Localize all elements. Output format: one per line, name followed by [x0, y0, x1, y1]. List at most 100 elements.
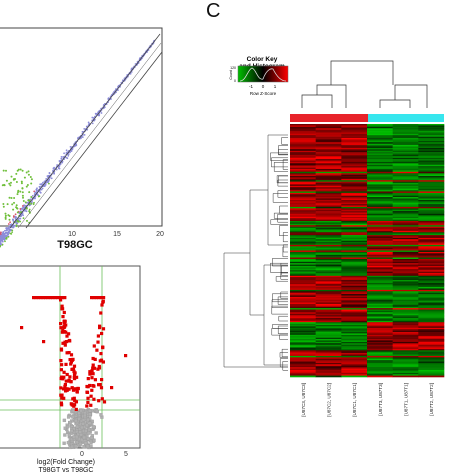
heatmap-cell	[418, 375, 445, 378]
heatmap-cell	[418, 295, 445, 298]
heatmap-cell	[290, 164, 316, 167]
heatmap-cell	[341, 190, 368, 192]
heatmap-cell	[367, 183, 393, 185]
heatmap-cell	[367, 288, 393, 291]
volcano-point	[69, 362, 73, 366]
scatter-point	[65, 149, 68, 152]
heatmap-cell	[367, 250, 393, 253]
heatmap-cell	[367, 147, 393, 150]
heatmap-cell	[367, 285, 393, 288]
column-label: [U87C1, U87C1]	[352, 383, 357, 417]
heatmap-cell	[315, 143, 342, 146]
heatmap-cell	[341, 198, 368, 201]
volcano-point	[100, 397, 104, 401]
heatmap-cell	[290, 354, 316, 357]
heatmap-cell	[367, 125, 393, 128]
row-dendrogram-branch	[279, 352, 288, 358]
volcano-point	[78, 430, 82, 434]
heatmap-cell	[392, 226, 419, 229]
heatmap-cell	[290, 205, 316, 208]
heatmap-cell	[341, 257, 368, 260]
heatmap-cell	[392, 326, 419, 329]
heatmap-cell	[418, 167, 445, 170]
heatmap-cell	[418, 327, 445, 330]
volcano-point	[94, 296, 98, 300]
heatmap-cell	[392, 178, 419, 181]
volcano-point	[68, 420, 72, 425]
heatmap-cell	[315, 213, 342, 216]
scatter-point	[62, 156, 65, 158]
heatmap-cell	[315, 288, 342, 291]
volcano-point	[90, 388, 94, 392]
scatter-point	[5, 238, 8, 240]
heatmap-cell	[418, 351, 445, 354]
scatter-point	[25, 210, 28, 213]
heatmap-cell	[392, 315, 419, 317]
heatmap-cell	[418, 278, 445, 281]
volcano-point	[99, 358, 104, 362]
heatmap-cell	[315, 206, 342, 209]
scatter-point	[115, 88, 117, 90]
heatmap-cell	[290, 350, 316, 352]
scatter-point	[28, 191, 31, 194]
heatmap-cell	[341, 308, 368, 310]
heatmap-cell	[418, 202, 445, 205]
heatmap-cell	[290, 244, 316, 247]
heatmap-cell	[367, 374, 393, 376]
heatmap-cell	[392, 190, 419, 192]
heatmap-cell	[392, 344, 419, 347]
heatmap-cell	[315, 354, 342, 357]
scatter-point	[53, 172, 55, 175]
heatmap-cell	[290, 240, 316, 243]
heatmap-cell	[290, 346, 316, 348]
heatmap-cell	[418, 235, 445, 237]
scatter-point	[7, 223, 10, 225]
heatmap-cell	[418, 320, 445, 323]
heatmap-cell	[367, 246, 393, 248]
volcano-point	[73, 387, 77, 391]
heatmap-cell	[392, 371, 419, 374]
heatmap-cell	[392, 198, 419, 201]
heatmap-cell	[315, 367, 342, 369]
volcano-point	[88, 412, 92, 416]
heatmap-cell	[341, 302, 368, 305]
heatmap-cell	[290, 216, 316, 219]
heatmap-cell	[418, 372, 445, 375]
heatmap-cell	[367, 354, 393, 357]
heatmap-cell	[290, 147, 316, 150]
volcano-point	[92, 438, 96, 443]
heatmap-cell	[392, 309, 419, 312]
heatmap-cell	[341, 154, 368, 157]
volcano-point	[65, 424, 70, 429]
column-label: [U87C2, U87C2]	[327, 383, 332, 417]
heatmap-cell	[392, 154, 419, 157]
heatmap-cell	[367, 219, 393, 222]
heatmap-cell	[367, 369, 393, 372]
scatter-point	[15, 181, 18, 183]
scatter-point	[4, 216, 7, 219]
heatmap-cell	[418, 309, 445, 312]
heatmap-cell	[367, 333, 393, 336]
heatmap-cell	[392, 319, 419, 322]
volcano-point	[60, 375, 64, 379]
heatmap-cell	[418, 329, 445, 331]
heatmap-cell	[418, 256, 445, 258]
row-dendrogram-branch	[279, 358, 288, 368]
scatter-point	[26, 184, 29, 186]
heatmap-cell	[367, 294, 393, 296]
heatmap-cell	[367, 353, 393, 355]
scatter-point	[3, 235, 5, 238]
heatmap-cell	[418, 143, 445, 146]
scatter-point	[4, 235, 7, 238]
volcano-point	[83, 413, 87, 418]
heatmap-cell	[315, 124, 342, 126]
heatmap-cell	[392, 219, 419, 222]
heatmap-cell	[418, 197, 445, 199]
row-dendrogram-branch	[277, 325, 288, 334]
heatmap-cell	[315, 145, 342, 147]
scatter-point	[25, 185, 28, 188]
heatmap-cell	[315, 360, 342, 362]
heatmap-cell	[418, 296, 445, 299]
volcano-point	[92, 425, 96, 429]
heatmap-cell	[290, 254, 316, 257]
